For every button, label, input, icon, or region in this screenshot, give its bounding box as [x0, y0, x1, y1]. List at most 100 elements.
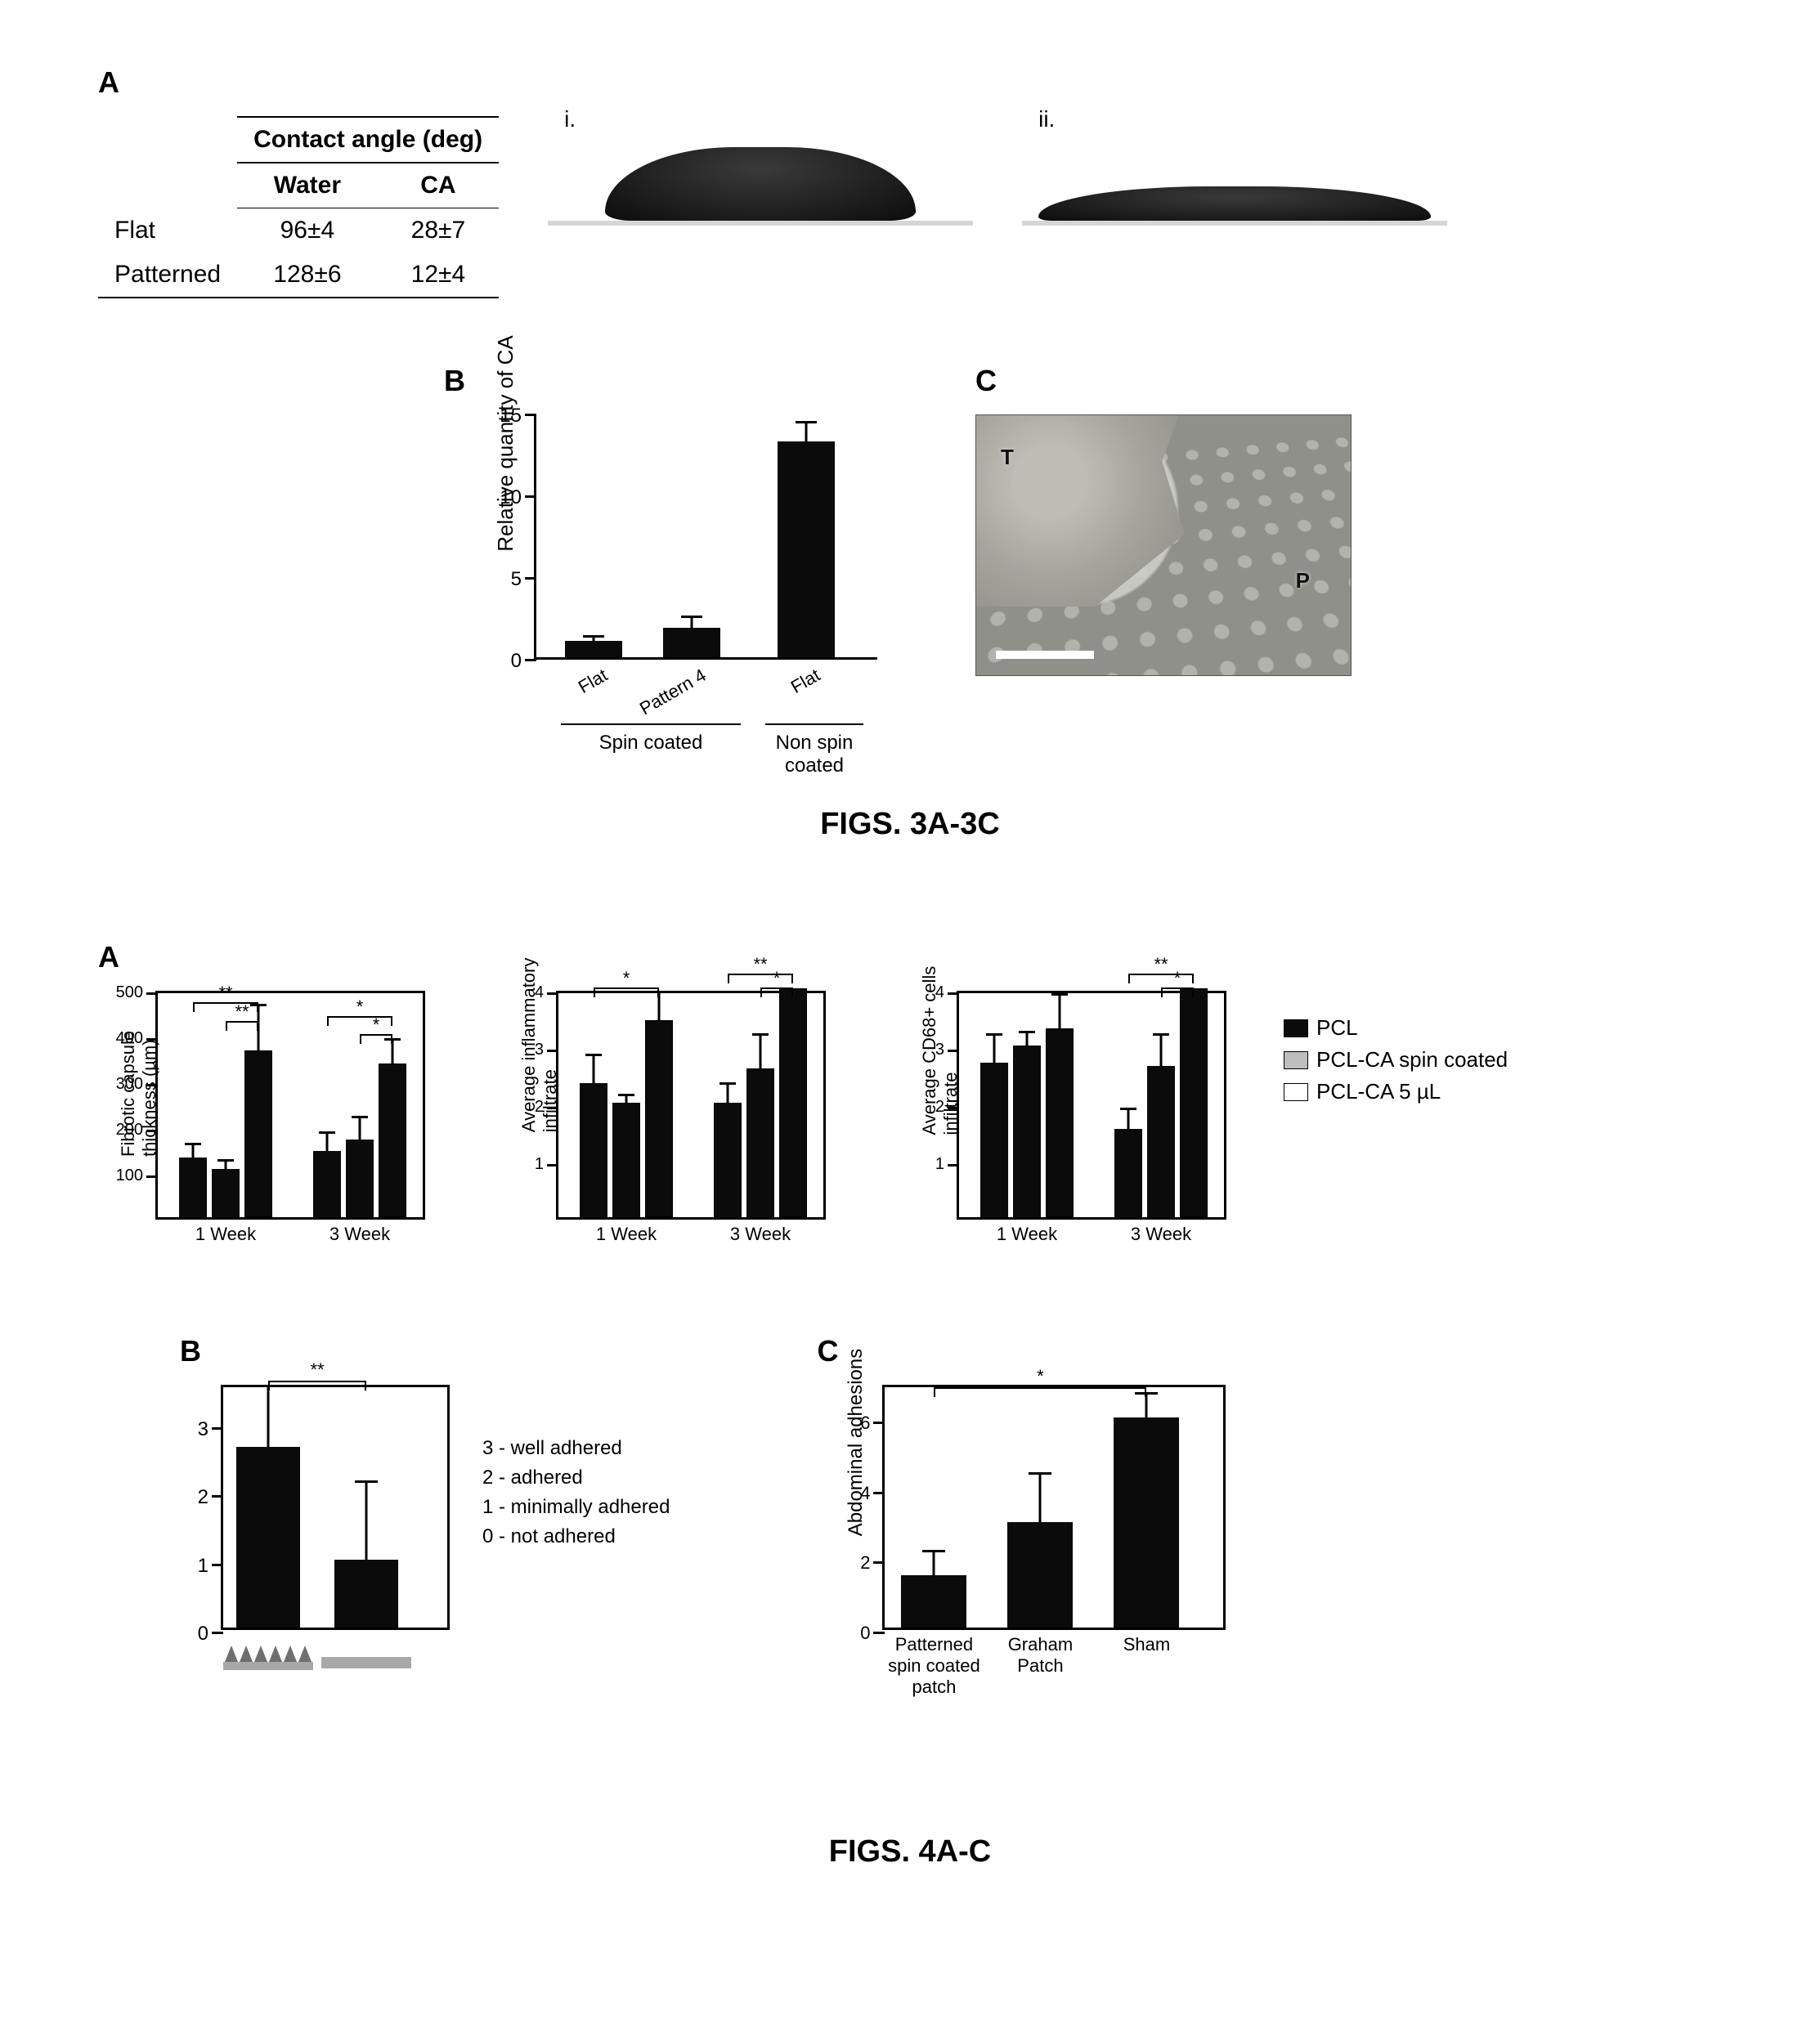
- error-bar-icon: [993, 1034, 996, 1063]
- x-group-label: 1 Week: [596, 1217, 657, 1245]
- y-tick: 500: [146, 992, 158, 995]
- figure-4: A Fibrotic capsulethickness (µm)10020030…: [98, 940, 1722, 1870]
- fig3-BC-row: B Relative quantity of CA051015FlatPatte…: [98, 364, 1722, 774]
- bar: [580, 1083, 607, 1218]
- fig4a-charts: Fibrotic capsulethickness (µm)1002003004…: [98, 991, 1226, 1261]
- error-bar-icon: [760, 1034, 762, 1068]
- surface-line-icon: [548, 221, 973, 226]
- legend-swatch-icon: [1284, 1051, 1308, 1069]
- x-group-label: 3 Week: [1131, 1217, 1191, 1245]
- y-tick: 3: [547, 1050, 558, 1052]
- flat-surface-icon: [321, 1642, 411, 1670]
- subpanel-label: ii.: [1038, 106, 1055, 132]
- figure-caption: FIGS. 3A-3C: [98, 807, 1722, 842]
- error-bar-icon: [365, 1481, 368, 1560]
- figure-3: A Contact angle (deg) Water CA Flat 96±4…: [98, 65, 1722, 842]
- droplet-icon: [605, 147, 916, 221]
- fig4-panelA-row: Fibrotic capsulethickness (µm)1002003004…: [98, 991, 1722, 1261]
- bar: [779, 988, 807, 1217]
- error-cap-icon: [1135, 1392, 1158, 1395]
- contact-angle-table: Contact angle (deg) Water CA Flat 96±4 2…: [98, 116, 499, 298]
- bar: [778, 441, 835, 657]
- col-water: Water: [237, 163, 378, 208]
- grouped-bar-chart: Average inflammatoryinfiltrate12341 Week…: [556, 991, 826, 1261]
- y-tick: 2: [948, 1107, 959, 1109]
- legend-text: PCL-CA 5 µL: [1316, 1079, 1441, 1104]
- y-tick: 0: [212, 1632, 223, 1634]
- y-tick: 100: [146, 1175, 158, 1178]
- bar: [244, 1050, 272, 1217]
- y-tick: 15: [525, 414, 536, 416]
- scalebar-icon: [996, 651, 1094, 659]
- bar: [379, 1064, 406, 1217]
- bar: [1114, 1129, 1142, 1218]
- error-cap-icon: [1019, 1031, 1035, 1033]
- significance-label: *: [773, 968, 781, 989]
- relative-ca-bar-chart: Relative quantity of CA051015FlatPattern…: [534, 414, 877, 774]
- y-tick: 4: [873, 1492, 885, 1494]
- surface-line-icon: [1022, 221, 1447, 226]
- plot-area: 0123**: [221, 1385, 450, 1630]
- error-cap-icon: [319, 1131, 335, 1134]
- x-tick-label: Flat: [575, 665, 612, 698]
- y-tick: 0: [525, 659, 536, 661]
- x-tick-label: Sham: [1081, 1628, 1212, 1655]
- bar: [1013, 1046, 1041, 1217]
- legend-swatch-icon: [1284, 1019, 1308, 1037]
- error-cap-icon: [355, 1480, 378, 1483]
- plot-area: 0246Patternedspin coatedpatchGrahamPatch…: [882, 1385, 1226, 1630]
- panel-label: C: [817, 1334, 1226, 1368]
- error-bar-icon: [933, 1551, 935, 1575]
- fig4-BC-row: B 0123** 3 - well adhered2 - adhered1 - …: [98, 1334, 1722, 1720]
- bar: [179, 1158, 207, 1217]
- droplet-image-flat: i.: [548, 114, 973, 245]
- group-line-icon: [561, 723, 741, 725]
- cell: 96±4: [237, 208, 378, 253]
- x-group-label: 1 Week: [997, 1217, 1057, 1245]
- bar: [645, 1020, 673, 1218]
- fig3-panelB: B Relative quantity of CA051015FlatPatte…: [468, 364, 877, 774]
- grouped-bar-chart: Average CD68+ cellsinfiltrate12341 Week3…: [957, 991, 1226, 1261]
- y-tick: 10: [525, 495, 536, 498]
- group-label: Non spin coated: [765, 732, 863, 777]
- y-tick: 1: [212, 1564, 223, 1566]
- x-group-label: 3 Week: [329, 1217, 390, 1245]
- error-bar-icon: [326, 1132, 329, 1150]
- droplet-icon: [1038, 186, 1431, 221]
- legend-item: PCL: [1284, 1015, 1508, 1041]
- error-bar-icon: [1127, 1108, 1130, 1129]
- y-tick: 2: [212, 1495, 223, 1498]
- error-bar-icon: [1026, 1032, 1029, 1046]
- significance-bracket-icon: [268, 1381, 366, 1382]
- error-cap-icon: [217, 1159, 234, 1162]
- significance-label: *: [1174, 968, 1181, 989]
- bar: [1147, 1066, 1175, 1218]
- row-name: Flat: [98, 208, 237, 253]
- y-tick: 2: [547, 1107, 558, 1109]
- significance-label: **: [1154, 954, 1168, 975]
- error-bar-icon: [805, 422, 808, 441]
- y-tick: 1: [948, 1164, 959, 1167]
- significance-label: *: [373, 1014, 380, 1036]
- panel-label: B: [180, 1334, 670, 1368]
- plot-area: 051015FlatPattern 4FlatSpin coatedNon sp…: [534, 414, 877, 660]
- legend-text: PCL: [1316, 1015, 1358, 1041]
- y-tick: 200: [146, 1130, 158, 1132]
- abdominal-adhesions-chart: Abdominal adhesions0246Patternedspin coa…: [882, 1385, 1226, 1720]
- significance-label: **: [235, 1001, 249, 1023]
- error-cap-icon: [651, 991, 667, 993]
- bar: [612, 1103, 640, 1217]
- error-bar-icon: [727, 1083, 729, 1104]
- adhesion-score-chart: 0123**: [221, 1385, 450, 1687]
- error-bar-icon: [593, 1055, 595, 1083]
- y-tick: 3: [948, 1050, 959, 1052]
- error-bar-icon: [192, 1144, 195, 1158]
- legend-text: PCL-CA spin coated: [1316, 1047, 1508, 1072]
- y-tick: 300: [146, 1084, 158, 1086]
- error-cap-icon: [922, 1550, 945, 1552]
- bar: [212, 1169, 240, 1217]
- y-tick: 2: [873, 1561, 885, 1564]
- x-group-label: 3 Week: [730, 1217, 791, 1245]
- panel-label: C: [975, 364, 1352, 398]
- plot-area: 12341 Week3 Week****: [556, 991, 826, 1220]
